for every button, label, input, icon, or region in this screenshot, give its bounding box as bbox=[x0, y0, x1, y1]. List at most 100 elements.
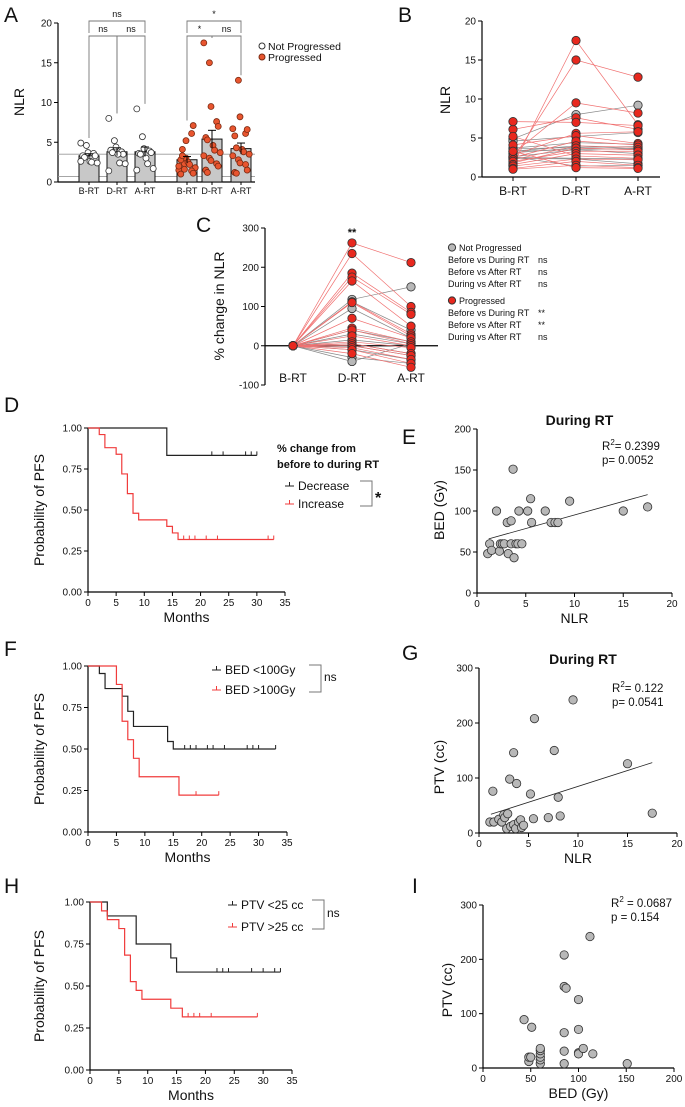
data-point bbox=[526, 1052, 536, 1062]
data-point bbox=[561, 983, 571, 993]
x-tick-label: 5 bbox=[526, 839, 532, 850]
data-point bbox=[180, 165, 188, 173]
x-tick-label: 35 bbox=[279, 598, 291, 609]
data-point bbox=[406, 362, 416, 372]
significance-label: ns bbox=[112, 9, 122, 19]
panel-label: H bbox=[4, 875, 19, 898]
r-squared-label: R2= 0.122 bbox=[612, 680, 663, 695]
y-tick-label: 300 bbox=[242, 224, 259, 235]
x-tick-label: 10 bbox=[142, 1076, 154, 1087]
r-squared-part: 2 bbox=[619, 895, 624, 904]
y-tick-label: 0.75 bbox=[65, 940, 85, 951]
panel-label: B bbox=[398, 4, 412, 27]
data-point bbox=[508, 146, 518, 156]
panel-label: E bbox=[402, 426, 416, 449]
y-tick-label: 0.25 bbox=[63, 547, 83, 558]
survival-curve bbox=[90, 901, 281, 973]
data-point bbox=[186, 161, 194, 168]
data-point bbox=[406, 257, 416, 268]
data-point bbox=[236, 113, 244, 121]
data-point bbox=[109, 149, 116, 156]
panel-label: G bbox=[402, 642, 418, 665]
panel-label: D bbox=[4, 394, 19, 417]
regression-line bbox=[490, 762, 653, 815]
y-tick-label: 0 bbox=[46, 178, 52, 189]
data-point bbox=[487, 545, 497, 555]
comparison-label: During vs After RT bbox=[448, 279, 522, 289]
x-tick-label: 25 bbox=[225, 838, 237, 849]
x-axis-label: Months bbox=[168, 1087, 214, 1103]
data-point bbox=[588, 1049, 598, 1059]
legend-label: Not Progressed bbox=[268, 41, 341, 53]
regression-line bbox=[488, 494, 648, 540]
data-point bbox=[633, 108, 643, 118]
y-tick-label: 300 bbox=[456, 664, 473, 675]
chart-title: During RT bbox=[546, 412, 614, 428]
y-tick-label: 10 bbox=[41, 98, 53, 109]
comparison-bracket bbox=[309, 664, 322, 693]
x-tick-label: B-RT bbox=[79, 186, 100, 196]
x-axis-label: Months bbox=[164, 609, 210, 625]
data-point bbox=[229, 152, 237, 160]
significance-label: ns bbox=[222, 24, 232, 34]
x-tick-label: 20 bbox=[196, 838, 208, 849]
data-point bbox=[142, 154, 150, 162]
r-squared-part: 2 bbox=[610, 438, 615, 447]
x-tick-label: 0 bbox=[87, 1076, 93, 1087]
data-point bbox=[116, 159, 123, 167]
x-tick-label: B-RT bbox=[499, 184, 527, 198]
data-point bbox=[573, 1024, 584, 1035]
significance-label: ns bbox=[327, 906, 340, 920]
y-tick-label: 200 bbox=[460, 955, 477, 966]
x-tick-label: 35 bbox=[286, 1076, 298, 1087]
r-squared-part: R bbox=[602, 441, 610, 453]
data-point bbox=[505, 774, 515, 784]
comparison-bracket bbox=[88, 20, 146, 33]
data-point bbox=[288, 341, 298, 351]
x-tick-label: A-RT bbox=[397, 371, 425, 385]
data-point bbox=[232, 144, 240, 152]
y-tick-label: 0.00 bbox=[63, 828, 83, 839]
data-point bbox=[88, 158, 95, 166]
data-point bbox=[573, 994, 584, 1005]
legend-marker bbox=[258, 53, 266, 61]
p-value-label: p= 0.0052 bbox=[602, 455, 653, 467]
data-point bbox=[540, 506, 550, 516]
x-tick-label: 25 bbox=[223, 598, 235, 609]
legend-label: Increase bbox=[298, 497, 344, 511]
x-tick-label: 15 bbox=[168, 838, 180, 849]
y-tick-label: 100 bbox=[460, 1009, 477, 1020]
x-tick-label: 20 bbox=[666, 599, 678, 610]
data-point bbox=[200, 39, 208, 47]
r-squared-part: 2 bbox=[620, 680, 625, 689]
p-value-label: p= 0.0541 bbox=[612, 697, 663, 709]
data-point bbox=[347, 297, 357, 308]
data-point bbox=[175, 162, 183, 170]
data-point bbox=[633, 72, 643, 82]
chart-title: During RT bbox=[549, 651, 617, 667]
data-point bbox=[526, 517, 537, 528]
data-point bbox=[188, 130, 196, 137]
x-tick-label: 25 bbox=[229, 1076, 241, 1087]
x-tick-label: 0 bbox=[474, 599, 480, 610]
data-point bbox=[177, 170, 185, 178]
data-point bbox=[77, 157, 85, 165]
x-tick-label: 15 bbox=[622, 839, 634, 850]
x-tick-label: D-RT bbox=[106, 186, 128, 196]
y-tick-label: 15 bbox=[465, 56, 477, 67]
data-point bbox=[491, 506, 502, 516]
data-point bbox=[508, 131, 518, 142]
y-tick-label: 150 bbox=[454, 466, 471, 477]
y-axis-label: NLR bbox=[11, 88, 27, 116]
data-point bbox=[216, 149, 224, 156]
x-tick-label: 5 bbox=[113, 598, 119, 609]
legend-label: Progressed bbox=[459, 296, 505, 306]
data-point bbox=[178, 152, 186, 160]
x-tick-label: 15 bbox=[618, 599, 630, 610]
data-point bbox=[105, 115, 113, 122]
data-point bbox=[559, 1046, 569, 1056]
data-point bbox=[578, 1043, 588, 1054]
data-point bbox=[518, 820, 529, 830]
data-point bbox=[243, 166, 251, 174]
x-tick-label: A-RT bbox=[624, 184, 652, 198]
